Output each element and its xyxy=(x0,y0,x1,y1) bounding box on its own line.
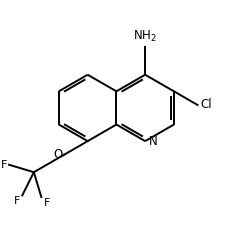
Text: O: O xyxy=(53,148,62,161)
Text: F: F xyxy=(0,160,7,170)
Text: Cl: Cl xyxy=(199,99,211,111)
Text: F: F xyxy=(14,196,20,207)
Text: NH$_2$: NH$_2$ xyxy=(133,29,156,44)
Text: N: N xyxy=(148,135,157,148)
Text: F: F xyxy=(43,198,50,208)
